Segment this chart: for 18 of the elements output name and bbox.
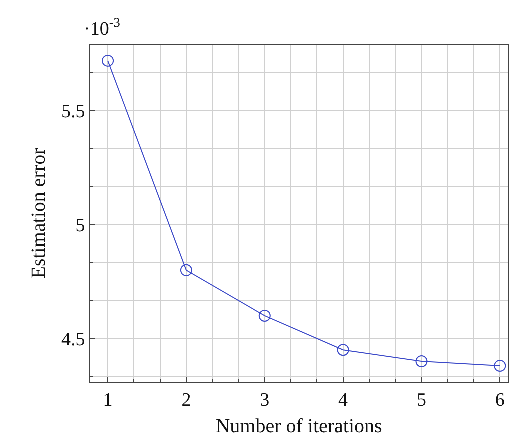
text: ·10$^{-3}$ bbox=[84, 15, 121, 40]
y-tick-label: 5 bbox=[76, 216, 86, 237]
point bbox=[494, 360, 506, 372]
x-tick-label: 5 bbox=[416, 390, 426, 411]
point bbox=[180, 264, 192, 276]
x-axis-title: Number of iterations bbox=[216, 415, 383, 438]
point bbox=[258, 310, 271, 322]
point bbox=[416, 356, 428, 368]
point bbox=[102, 54, 114, 67]
x-tick-label: 2 bbox=[182, 390, 192, 411]
y-tick-label: 4.5 bbox=[61, 329, 86, 350]
x-tick-label: 1 bbox=[103, 390, 113, 411]
x-tick-label: 6 bbox=[495, 390, 505, 411]
x-tick-label: 3 bbox=[260, 390, 270, 411]
x-tick-label: 4 bbox=[338, 390, 349, 411]
point bbox=[337, 344, 350, 356]
y-tick-label: 5.5 bbox=[61, 102, 86, 123]
y-axis-title: Estimation error bbox=[28, 148, 50, 279]
